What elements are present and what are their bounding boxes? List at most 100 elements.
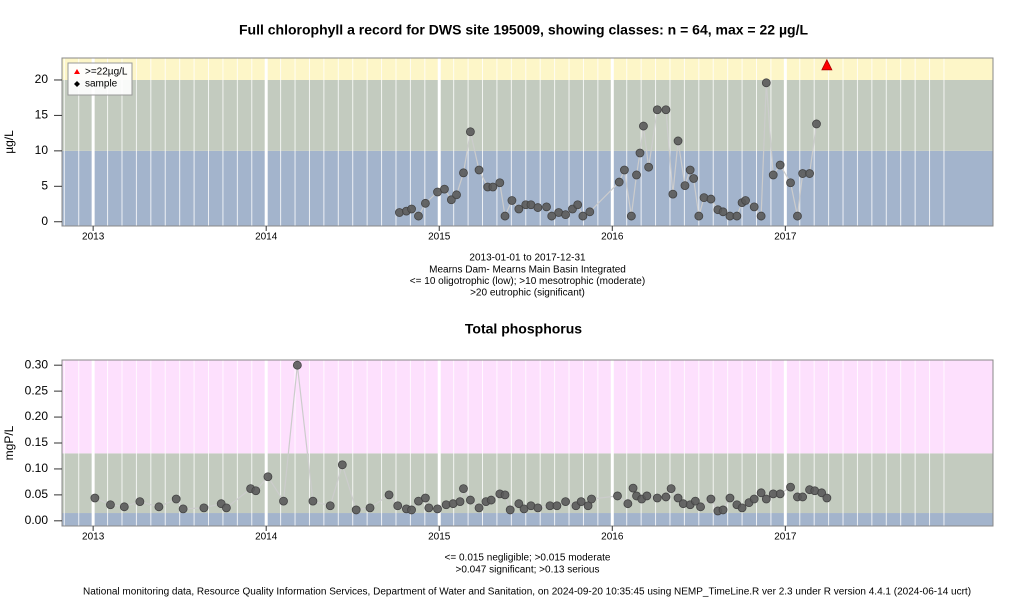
- sample-point: [685, 165, 695, 175]
- sample-point: [578, 211, 588, 221]
- sample-point: [421, 198, 430, 208]
- sample-point: [351, 505, 361, 515]
- sample-point: [761, 494, 771, 504]
- sample-point: [661, 105, 671, 115]
- sample-point: [786, 178, 795, 188]
- sample-point: [533, 203, 543, 212]
- sample-point: [614, 177, 624, 187]
- sample-point: [822, 493, 832, 503]
- sample-point: [623, 499, 633, 509]
- legend-symbol: [74, 69, 80, 74]
- sample-point: [680, 181, 690, 190]
- sample-point: [668, 189, 678, 199]
- y-axis-label: mgP/L: [2, 425, 16, 460]
- sample-point: [817, 488, 827, 498]
- class-band: [62, 360, 993, 454]
- legend-label: sample: [85, 79, 118, 90]
- sample-point: [384, 490, 394, 500]
- axis-note: >0.047 significant; >0.13 serious: [456, 564, 600, 575]
- sample-point: [514, 204, 524, 214]
- sample-point: [706, 194, 716, 204]
- sample-point: [576, 497, 586, 507]
- sample-point: [393, 501, 403, 511]
- x-tick-label: 2014: [255, 532, 278, 543]
- sample-point: [221, 503, 231, 513]
- sample-point: [90, 493, 100, 503]
- sample-point: [761, 78, 771, 88]
- sample-point: [407, 505, 416, 515]
- sample-point: [666, 484, 676, 494]
- sample-point: [583, 501, 593, 511]
- class-band: [62, 79, 993, 151]
- sample-point: [798, 492, 808, 502]
- sample-point: [768, 170, 778, 180]
- y-tick-label: 0.25: [25, 383, 49, 397]
- sample-point: [500, 490, 510, 500]
- sample-point: [696, 502, 705, 512]
- sample-point: [514, 499, 524, 509]
- sample-point: [661, 492, 671, 502]
- x-tick-label: 2015: [428, 532, 451, 543]
- y-tick-label: 0.05: [25, 487, 49, 501]
- y-axis-label: µg/L: [2, 130, 16, 154]
- y-tick-label: 20: [35, 72, 49, 86]
- sample-point: [749, 202, 759, 212]
- sample-point: [639, 121, 648, 131]
- sample-point: [706, 494, 716, 504]
- sample-point: [642, 491, 652, 501]
- sample-point: [474, 165, 484, 175]
- sample-point: [632, 170, 641, 180]
- sample-point: [775, 160, 785, 170]
- sample-point: [793, 211, 802, 221]
- sample-point: [407, 204, 416, 214]
- sample-point: [725, 493, 735, 503]
- sample-point: [694, 211, 704, 221]
- sample-point: [365, 503, 375, 513]
- sample-point: [718, 207, 728, 217]
- sample-point: [718, 505, 728, 515]
- sample-point: [433, 504, 442, 514]
- sample-point: [178, 504, 188, 514]
- sample-point: [737, 503, 747, 513]
- axis-note: 2013-01-01 to 2017-12-31: [469, 253, 586, 264]
- sample-point: [741, 196, 750, 205]
- legend-symbol: [74, 81, 80, 87]
- y-tick-label: 0.20: [25, 409, 49, 423]
- axis-note: Mearns Dam- Mearns Main Basin Integrated: [429, 264, 626, 275]
- sample-point: [749, 494, 759, 504]
- legend-label: >=22µg/L: [85, 67, 128, 78]
- y-tick-label: 10: [35, 143, 49, 157]
- sample-point: [689, 174, 699, 183]
- sample-point: [119, 502, 129, 512]
- sample-point: [440, 184, 449, 194]
- sample-point: [421, 493, 430, 503]
- class-band: [62, 150, 993, 226]
- sample-point: [626, 211, 636, 221]
- sample-point: [812, 119, 821, 129]
- sample-point: [547, 211, 557, 221]
- chart-title: Total phosphorus: [465, 321, 582, 337]
- sample-point: [459, 484, 468, 494]
- plot-frame: [61, 57, 994, 227]
- sample-point: [154, 502, 164, 512]
- sample-point: [106, 500, 115, 510]
- y-tick-label: 0: [41, 214, 48, 228]
- y-tick-label: 0.00: [25, 513, 49, 527]
- axis-note: <= 0.015 negligible; >0.015 moderate: [445, 553, 611, 564]
- sample-point: [279, 496, 288, 506]
- sample-point: [199, 503, 209, 513]
- sample-point: [652, 105, 662, 115]
- sample-point: [673, 136, 683, 146]
- footer: National monitoring data, Resource Quali…: [83, 587, 971, 598]
- sample-point: [533, 503, 543, 513]
- x-tick-label: 2017: [774, 232, 797, 243]
- sample-point: [552, 501, 562, 511]
- class-band: [62, 513, 993, 526]
- sample-point: [561, 497, 570, 507]
- sample-point: [488, 182, 498, 192]
- sample-point: [171, 494, 181, 504]
- sample-point: [455, 497, 465, 507]
- sample-point: [507, 196, 517, 205]
- y-tick-label: 0.30: [25, 357, 49, 371]
